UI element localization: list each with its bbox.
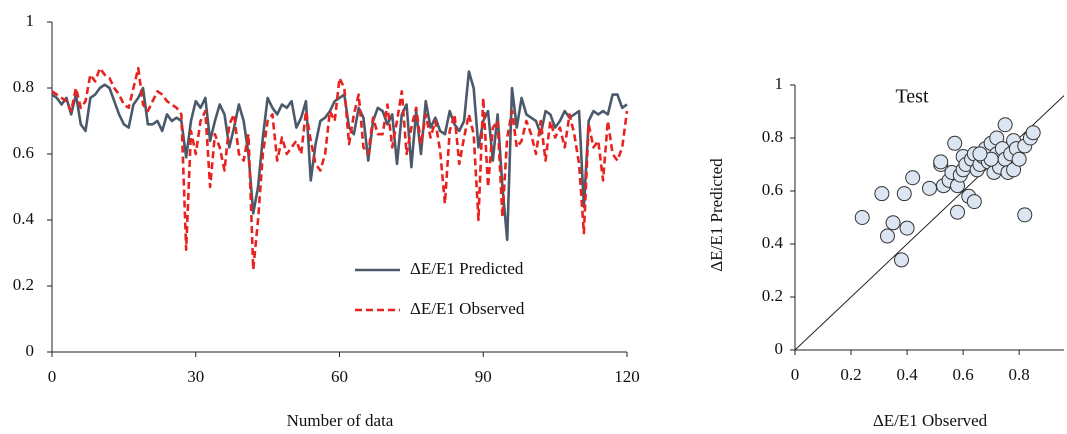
scatter-point: [997, 117, 1013, 133]
x-tick-label: 30: [187, 367, 204, 386]
y-tick-label: 0.4: [13, 209, 35, 228]
scatter-point: [905, 170, 921, 186]
scatter-point: [1011, 151, 1027, 167]
y-axis-label: ΔE/E1 Predicted: [707, 158, 726, 272]
scatter-point: [966, 194, 982, 210]
y-tick-label: 0.2: [13, 275, 34, 294]
scatter-point: [899, 220, 915, 236]
identity-line: [794, 95, 1065, 351]
y-tick-label: 0: [775, 339, 784, 358]
x-tick-label: 0: [48, 367, 57, 386]
y-tick-label: 1: [775, 74, 784, 93]
scatter-point: [933, 154, 949, 170]
scatter-point: [896, 186, 912, 202]
x-tick-label: 0: [791, 365, 800, 384]
y-tick-label: 0.8: [762, 127, 783, 146]
y-tick-label: 0: [26, 341, 35, 360]
y-tick-label: 0.8: [13, 77, 34, 96]
y-tick-label: 0.6: [13, 143, 34, 162]
scatter-point: [879, 228, 895, 244]
scatter-point: [947, 135, 963, 151]
legend-label: ΔE/E1 Observed: [410, 299, 525, 318]
chart-title: Test: [895, 86, 928, 108]
scatter-point: [1017, 207, 1033, 223]
x-axis-label: ΔE/E1 Observed: [873, 411, 988, 430]
scatter-point: [893, 252, 909, 268]
scatter-point: [950, 204, 966, 220]
x-tick-label: 0.8: [1009, 365, 1030, 384]
x-tick-label: 60: [331, 367, 348, 386]
x-tick-label: 90: [475, 367, 492, 386]
legend-label: ΔE/E1 Predicted: [410, 259, 524, 278]
x-tick-label: 0.4: [896, 365, 918, 384]
y-tick-label: 1: [26, 11, 35, 30]
x-tick-label: 0.6: [953, 365, 974, 384]
y-tick-label: 0.4: [762, 233, 784, 252]
y-tick-label: 0.6: [762, 180, 783, 199]
y-tick-label: 0.2: [762, 286, 783, 305]
scatter-point: [972, 146, 988, 162]
series-line: [51, 66, 629, 271]
scatter-point: [1025, 125, 1041, 141]
scatter-point: [854, 210, 870, 225]
scatter-point: [885, 215, 901, 231]
x-tick-label: 0.2: [840, 365, 861, 384]
series-line: [51, 70, 628, 242]
scatter-point: [922, 180, 937, 196]
x-axis-label: Number of data: [287, 411, 394, 430]
scatter-point: [874, 186, 890, 202]
x-tick-label: 120: [614, 367, 640, 386]
